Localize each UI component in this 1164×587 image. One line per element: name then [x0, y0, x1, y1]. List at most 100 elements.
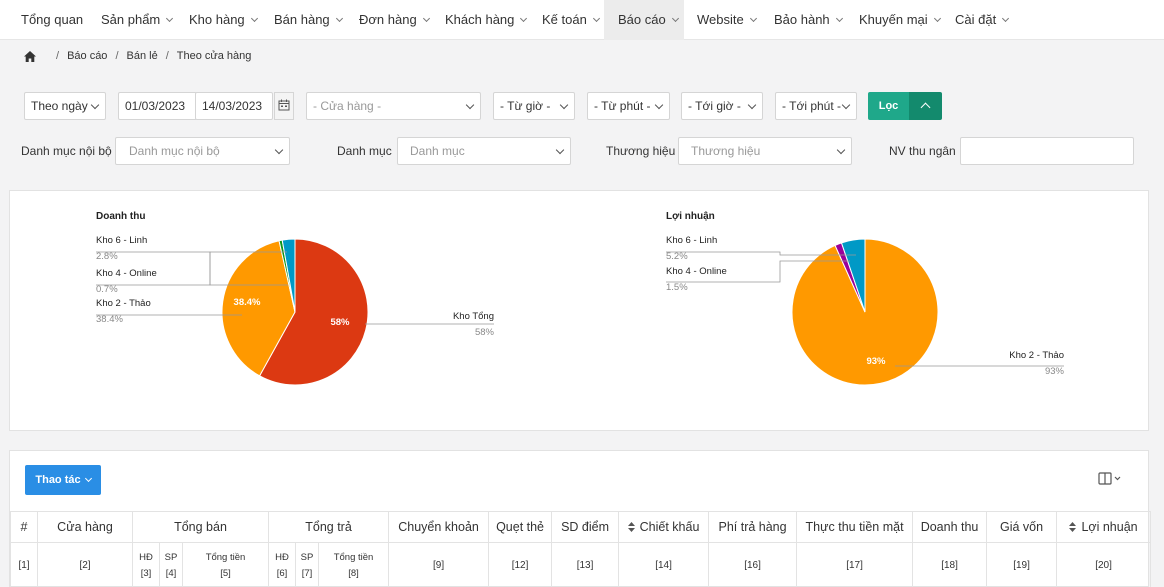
sub-total-label: Tổng tiền [205, 551, 246, 563]
col-index-7: [7] [301, 567, 313, 579]
col-index-13: [13] [551, 542, 620, 587]
category-placeholder: Danh mục [410, 144, 465, 158]
slice-percent-label: 58% [475, 327, 495, 338]
subheader-sales-total: Tổng tiền [5] [181, 542, 270, 587]
sub-total-label: Tổng tiền [333, 551, 374, 563]
chevron-down-icon [422, 14, 430, 23]
col-header-card: Quẹt thẻ [488, 511, 553, 543]
chevron-down-icon [835, 14, 843, 23]
date-from-input[interactable]: 01/03/2023 [118, 92, 197, 120]
subheader-sales-products: SP [4] [159, 542, 183, 587]
nav-item-5[interactable]: Khách hàng [445, 0, 528, 40]
store-select[interactable]: - Cửa hàng - [306, 92, 481, 120]
chevron-down-icon [520, 14, 528, 23]
brand-placeholder: Thương hiệu [691, 144, 761, 158]
nav-item-label: Khách hàng [445, 12, 515, 27]
col-header-total-returns: Tổng trả [268, 511, 390, 543]
col-index-19: [19] [986, 542, 1058, 587]
slice-percent-label: 1.5% [666, 282, 688, 293]
col-header-index: # [10, 511, 38, 543]
filter-button[interactable]: Lọc [868, 92, 909, 120]
collapse-filters-button[interactable] [909, 92, 942, 120]
period-select[interactable]: Theo ngày [24, 92, 106, 120]
nav-item-7[interactable]: Báo cáo [604, 0, 684, 40]
pie-slice[interactable] [281, 238, 296, 313]
slice-label: Kho 4 - Online [666, 266, 727, 277]
col-index-5: [5] [220, 567, 231, 579]
nav-item-9[interactable]: Bảo hành [774, 0, 843, 40]
to-minute-select[interactable]: - Tới phút - [775, 92, 857, 120]
sub-sp-label: SP [300, 551, 314, 563]
home-icon[interactable] [24, 50, 36, 62]
category-select[interactable]: Danh mục [397, 137, 571, 165]
nav-item-label: Đơn hàng [359, 12, 417, 27]
nav-item-10[interactable]: Khuyến mại [859, 0, 941, 40]
nav-item-8[interactable]: Website [697, 0, 757, 40]
cashier-input[interactable] [960, 137, 1134, 165]
col-header-discount[interactable]: Chiết khấu [618, 511, 710, 543]
slice-label: Kho 2 - Thảo [1009, 350, 1064, 361]
chevron-down-icon [166, 14, 174, 23]
chevron-down-icon [84, 474, 92, 483]
to-hour-select[interactable]: - Tới giờ - [681, 92, 763, 120]
table-header-row: # Cửa hàng Tổng bán Tổng trả Chuyển khoả… [10, 511, 1152, 543]
calendar-button[interactable] [274, 92, 294, 120]
slice-label: Kho Tổng [453, 311, 494, 322]
subheader-returns-total: Tổng tiền [8] [318, 542, 390, 587]
col-index-4: [4] [165, 567, 177, 579]
nav-item-1[interactable]: Sản phẩm [101, 0, 174, 40]
slice-label: Kho 6 - Linh [666, 235, 717, 246]
nav-item-2[interactable]: Kho hàng [189, 0, 258, 40]
nav-item-4[interactable]: Đơn hàng [359, 0, 430, 40]
col-index-2: [2] [37, 542, 133, 587]
period-value: Theo ngày [31, 99, 88, 113]
chevron-down-icon [592, 14, 600, 23]
col-index-9: [9] [388, 542, 490, 587]
table-subheader-row: [1] [2] HĐ [3] SP [4] Tổng tiền [5] HĐ [6] S… [10, 542, 1152, 587]
nav-item-11[interactable]: Cài đặt [955, 0, 1010, 40]
breadcrumb-item-reports[interactable]: Báo cáo [67, 50, 108, 62]
date-to-input[interactable]: 14/03/2023 [195, 92, 273, 120]
actions-button[interactable]: Thao tác [25, 465, 101, 495]
pie-slice[interactable] [221, 240, 296, 377]
col-index-1: [1] [10, 542, 38, 587]
from-hour-select[interactable]: - Từ giờ - [493, 92, 575, 120]
chevron-down-icon [933, 14, 941, 23]
profit-chart-title: Lợi nhuận [666, 211, 715, 222]
breadcrumb-item-retail[interactable]: Bán lẻ [126, 50, 158, 62]
slice-percent-label: 5.2% [666, 251, 688, 262]
date-to-value: 14/03/2023 [202, 99, 263, 113]
nav-item-label: Báo cáo [618, 12, 666, 27]
pie-slice[interactable] [258, 238, 369, 386]
pie-slice[interactable] [840, 238, 866, 313]
col-index-6: [6] [276, 567, 288, 579]
columns-icon [1098, 472, 1121, 485]
cashier-label: NV thu ngân [889, 144, 956, 158]
col-header-total-sales: Tổng bán [131, 511, 270, 543]
nav-item-3[interactable]: Bán hàng [274, 0, 343, 40]
slice-label: Kho 6 - Linh [96, 235, 147, 246]
callout-line [666, 260, 850, 283]
subheader-sales-invoices: HĐ [3] [132, 542, 160, 587]
col-index-17: [17] [796, 542, 914, 587]
nav-item-label: Bán hàng [274, 12, 330, 27]
sub-hd-label: HĐ [275, 551, 289, 563]
col-header-transfer: Chuyển khoản [388, 511, 490, 543]
slice-label: Kho 2 - Thảo [96, 298, 151, 309]
col-header-profit[interactable]: Lợi nhuận [1056, 511, 1152, 543]
date-from-value: 01/03/2023 [125, 99, 186, 113]
internal-category-select[interactable]: Danh mục nội bộ [115, 137, 290, 165]
nav-item-label: Kế toán [542, 12, 587, 27]
sort-icon [627, 521, 635, 532]
breadcrumb: / Báo cáo / Bán lẻ / Theo cửa hàng [24, 50, 251, 62]
nav-item-label: Kho hàng [189, 12, 245, 27]
column-toggle-button[interactable] [1098, 471, 1126, 487]
nav-item-label: Website [697, 12, 744, 27]
from-minute-select[interactable]: - Từ phút - [587, 92, 670, 120]
brand-select[interactable]: Thương hiệu [678, 137, 852, 165]
nav-item-0[interactable]: Tổng quan [21, 0, 83, 40]
top-navigation: Tổng quan Sản phẩm Kho hàng Bán hàng Đơn hàn… [0, 0, 1164, 40]
col-index-20: [20] [1056, 542, 1152, 587]
nav-item-6[interactable]: Kế toán [542, 0, 600, 40]
col-index-12: [12] [488, 542, 553, 587]
